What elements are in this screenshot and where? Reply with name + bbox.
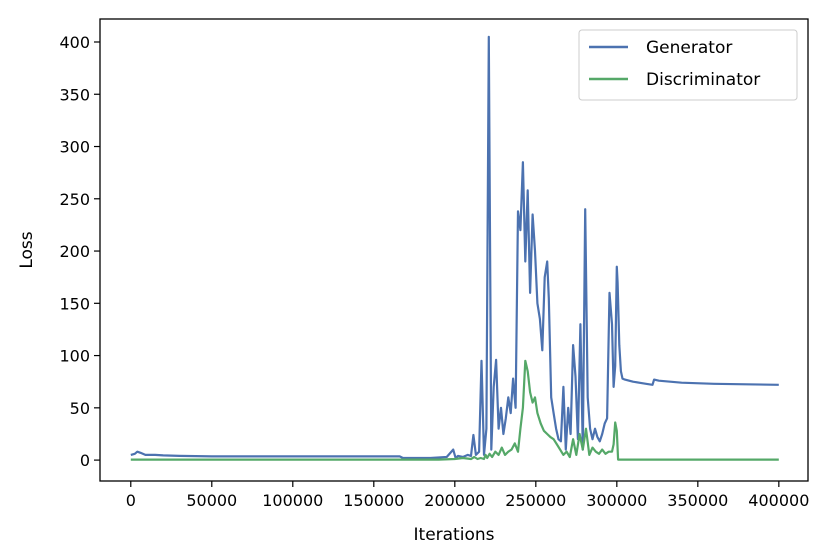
y-tick-label: 200 [59,242,90,261]
legend-label-generator: Generator [646,38,732,58]
x-tick-label: 150000 [343,491,404,510]
plot-frame [99,18,809,482]
series-line-discriminator [130,359,779,461]
y-tick-label: 300 [59,138,90,157]
x-tick-label: 400000 [748,491,809,510]
x-tick-label: 350000 [667,491,728,510]
x-tick-label: 300000 [586,491,647,510]
y-axis-ticks: 0 50 100 150 200 250 300 350 400 [59,33,100,470]
y-tick-label: 100 [59,347,90,366]
y-tick-label: 50 [70,399,90,418]
y-tick-label: 400 [59,33,90,52]
legend-box [578,29,798,101]
x-tick-label: 50000 [186,491,237,510]
x-axis-label: Iterations [414,525,495,545]
x-tick-label: 0 [126,491,136,510]
series-lines [130,35,779,461]
x-axis-ticks: 0 50000 100000 150000 200000 250000 300000 3500… [126,481,809,510]
x-tick-label: 250000 [505,491,566,510]
y-tick-label: 0 [80,451,90,470]
x-tick-label: 200000 [424,491,485,510]
legend-label-discriminator: Discriminator [646,70,760,90]
y-tick-label: 250 [59,190,90,209]
series-line-generator [130,35,779,460]
y-tick-label: 150 [59,294,90,313]
legend: Generator Discriminator [578,29,798,101]
y-axis-label: Loss [17,231,37,268]
x-tick-label: 100000 [262,491,323,510]
y-tick-label: 350 [59,85,90,104]
